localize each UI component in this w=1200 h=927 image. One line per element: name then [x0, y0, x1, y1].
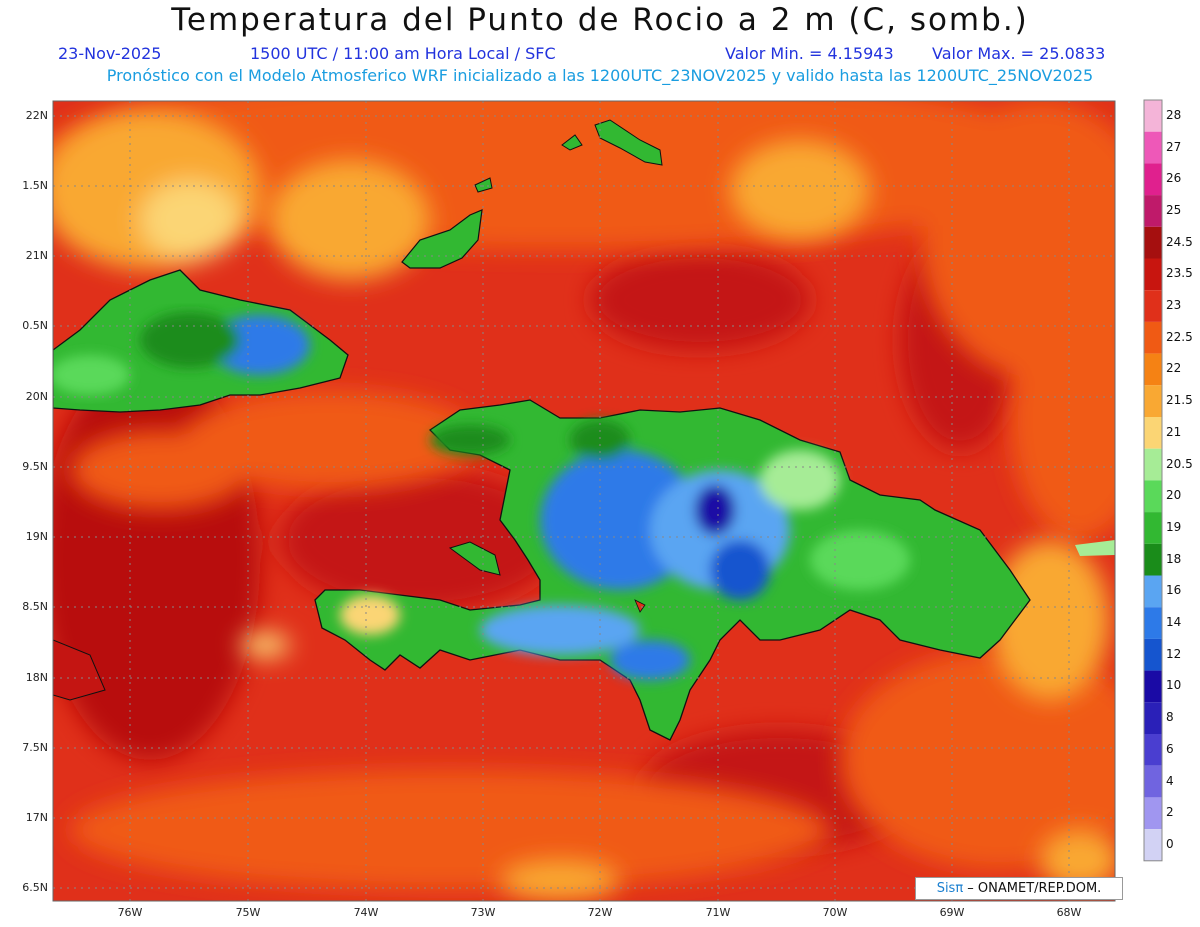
colorbar-tick-label: 2 [1166, 805, 1174, 820]
colorbar-tick-label: 4 [1166, 773, 1174, 788]
lon-tick-label: 76W [117, 906, 143, 919]
colorbar-swatch [1144, 290, 1162, 322]
hispaniola-landmass [314, 399, 1031, 741]
colorbar-swatch [1144, 543, 1162, 576]
lat-tick-label: 1.5N [22, 179, 48, 192]
colorbar-swatch [1144, 607, 1162, 639]
date-label: 23-Nov-2025 [58, 44, 162, 63]
lat-tick-label: 17N [25, 811, 48, 824]
lon-tick-label: 74W [353, 906, 379, 919]
time-label: 1500 UTC / 11:00 am Hora Local / SFC [250, 44, 556, 63]
credit-org: – ONAMET/REP.DOM. [963, 881, 1102, 896]
lat-tick-label: 20N [25, 390, 48, 403]
colorbar-frame [1143, 99, 1163, 862]
min-value-label: Valor Min. = 4.15943 [725, 44, 894, 63]
lon-tick-label: 70W [822, 906, 848, 919]
colorbar-swatch [1144, 829, 1162, 861]
lon-tick-label: 73W [470, 906, 496, 919]
colorbar-swatch [1144, 765, 1162, 798]
colorbar-swatch [1144, 797, 1162, 830]
colorbar-swatch [1144, 100, 1162, 132]
lat-tick-label: 0.5N [22, 319, 48, 332]
colorbar-tick-label: 20.5 [1166, 456, 1193, 471]
puerto-rico-edge [1075, 540, 1115, 556]
colorbar-swatch [1144, 385, 1162, 417]
lon-tick-label: 75W [235, 906, 261, 919]
colorbar-swatch [1144, 512, 1162, 544]
colorbar-tick-label: 14 [1166, 615, 1182, 630]
colorbar-tick-label: 22.5 [1166, 329, 1193, 344]
lat-tick-label: 21N [25, 249, 48, 262]
colorbar-tick-label: 16 [1166, 583, 1182, 598]
lon-tick-label: 71W [705, 906, 731, 919]
lat-tick-label: 7.5N [22, 741, 48, 754]
colorbar-tick-label: 27 [1166, 139, 1182, 154]
lat-lon-grid [53, 101, 1115, 901]
sispi-logo: Sisπ [936, 881, 964, 896]
colorbar-swatch [1144, 353, 1162, 386]
model-info-line: Pronóstico con el Modelo Atmosferico WRF… [106, 66, 1094, 85]
colorbar-swatch [1144, 195, 1162, 227]
colorbar-tick-label: 24.5 [1166, 234, 1193, 249]
colorbar-tick-label: 28 [1166, 107, 1182, 122]
colorbar-tick-label: 19 [1166, 519, 1182, 534]
colorbar-tick-label: 25 [1166, 202, 1182, 217]
colorbar-tick-label: 20 [1166, 488, 1182, 503]
bahamas-islands [401, 119, 663, 269]
lat-tick-label: 9.5N [22, 460, 48, 473]
max-value-label: Valor Max. = 25.0833 [932, 44, 1106, 63]
colorbar-tick-label: 6 [1166, 741, 1174, 756]
colorbar-tick-label: 10 [1166, 678, 1182, 693]
colorbar-swatch [1144, 131, 1162, 164]
colorbar-tick-label: 21 [1166, 424, 1182, 439]
colorbar-swatch [1144, 258, 1162, 291]
jamaica-edge [53, 639, 106, 701]
colorbar-tick-label: 26 [1166, 171, 1182, 186]
lon-tick-label: 68W [1056, 906, 1082, 919]
colorbar-swatch [1144, 702, 1162, 734]
lon-tick-label: 72W [587, 906, 613, 919]
colorbar-swatch [1144, 448, 1162, 481]
colorbar-swatch [1144, 417, 1162, 449]
colorbar-tick-label: 18 [1166, 551, 1182, 566]
colorbar-swatch [1144, 226, 1162, 259]
colorbar-swatch [1144, 575, 1162, 608]
lon-tick-label: 69W [939, 906, 965, 919]
colorbar-swatch [1144, 321, 1162, 354]
plot-frame [52, 100, 1116, 902]
lat-tick-label: 8.5N [22, 600, 48, 613]
lat-tick-label: 18N [25, 671, 48, 684]
colorbar-swatch [1144, 670, 1162, 703]
lat-tick-label: 19N [25, 530, 48, 543]
colorbar [1143, 99, 1163, 862]
colorbar-tick-label: 22 [1166, 361, 1182, 376]
colorbar-tick-label: 8 [1166, 710, 1174, 725]
colorbar-swatch [1144, 638, 1162, 671]
colorbar-swatch [1144, 734, 1162, 766]
colorbar-swatch [1144, 163, 1162, 196]
dark-red-zones [53, 230, 1020, 850]
credit-box: Sisπ – ONAMET/REP.DOM. [915, 877, 1123, 900]
yellow-zones [53, 110, 1115, 900]
lat-tick-label: 6.5N [22, 881, 48, 894]
colorbar-tick-label: 12 [1166, 646, 1182, 661]
colorbar-tick-label: 21.5 [1166, 393, 1193, 408]
colorbar-tick-label: 23 [1166, 298, 1182, 313]
lat-tick-label: 22N [25, 109, 48, 122]
colorbar-tick-label: 23.5 [1166, 266, 1193, 281]
map-title: Temperatura del Punto de Rocio a 2 m (C,… [171, 2, 1029, 38]
colorbar-swatch [1144, 480, 1162, 513]
colorbar-tick-label: 0 [1166, 836, 1174, 851]
